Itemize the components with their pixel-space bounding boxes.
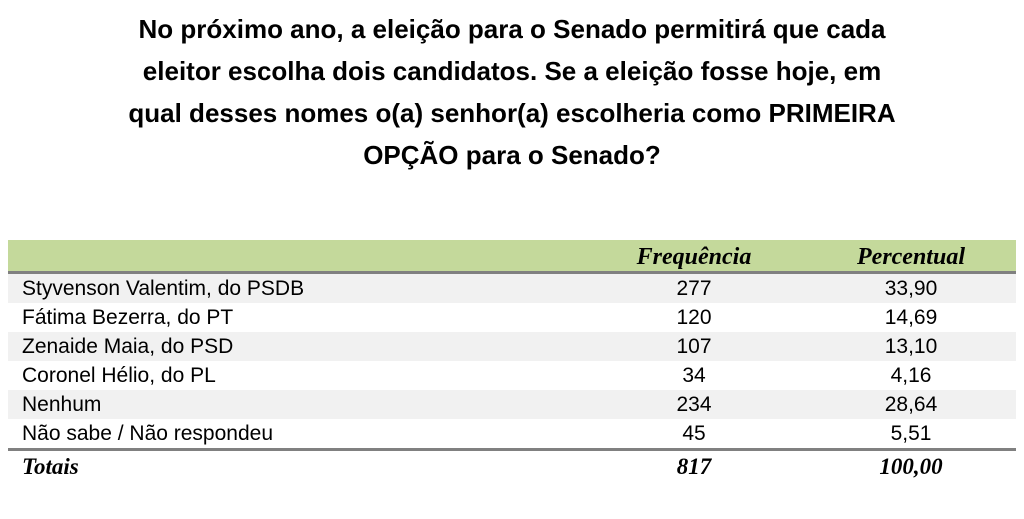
candidate-name: Fátima Bezerra, do PT [22, 306, 234, 329]
question-title: No próximo ano, a eleição para o Senado … [0, 8, 1024, 176]
results-table: Frequência Percentual Styvenson Valentim… [8, 240, 1016, 481]
table-row: Coronel Hélio, do PL 34 4,16 [8, 361, 1016, 390]
candidate-name: Zenaide Maia, do PSD [8, 332, 582, 361]
percent: 4,16 [890, 364, 932, 387]
header-frequency: Frequência [582, 240, 806, 274]
table-row: Fátima Bezerra, do PT 120 14,69 [8, 303, 1016, 332]
title-line: qual desses nomes o(a) senhor(a) escolhe… [128, 98, 896, 128]
totals-label: Totais [8, 448, 582, 481]
percent: 28,64 [806, 390, 1016, 419]
candidate-name: Nenhum [8, 390, 582, 419]
title-line: eleitor escolha dois candidatos. Se a el… [142, 56, 882, 86]
table-row: Nenhum 234 28,64 [8, 390, 1016, 419]
totals-row: Totais 817 100,00 [8, 448, 1016, 481]
frequency: 107 [582, 332, 806, 361]
frequency: 34 [682, 364, 706, 387]
header-percent: Percentual [806, 240, 1016, 274]
header-name [8, 240, 582, 274]
percent: 5,51 [890, 422, 932, 445]
percent: 33,90 [806, 272, 1016, 303]
percent: 13,10 [806, 332, 1016, 361]
table-row: Zenaide Maia, do PSD 107 13,10 [8, 332, 1016, 361]
frequency: 277 [582, 272, 806, 303]
total-percent: 100,00 [806, 448, 1016, 481]
percent: 14,69 [884, 306, 938, 329]
candidate-name: Coronel Hélio, do PL [22, 364, 216, 387]
title-line: OPÇÃO para o Senado? [363, 140, 661, 170]
frequency: 120 [676, 306, 712, 329]
frequency: 234 [582, 390, 806, 419]
table-row: Não sabe / Não respondeu 45 5,51 [8, 419, 1016, 450]
candidate-name: Styvenson Valentim, do PSDB [8, 272, 582, 303]
total-frequency: 817 [582, 448, 806, 481]
title-line: No próximo ano, a eleição para o Senado … [138, 14, 886, 44]
table-row: Styvenson Valentim, do PSDB 277 33,90 [8, 272, 1016, 303]
candidate-name: Não sabe / Não respondeu [22, 422, 274, 445]
frequency: 45 [682, 422, 706, 445]
table-header-row: Frequência Percentual [8, 240, 1016, 274]
